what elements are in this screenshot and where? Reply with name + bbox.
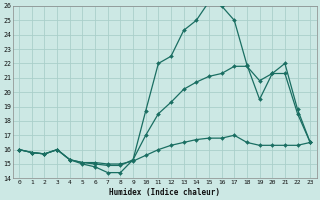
X-axis label: Humidex (Indice chaleur): Humidex (Indice chaleur) bbox=[109, 188, 220, 197]
